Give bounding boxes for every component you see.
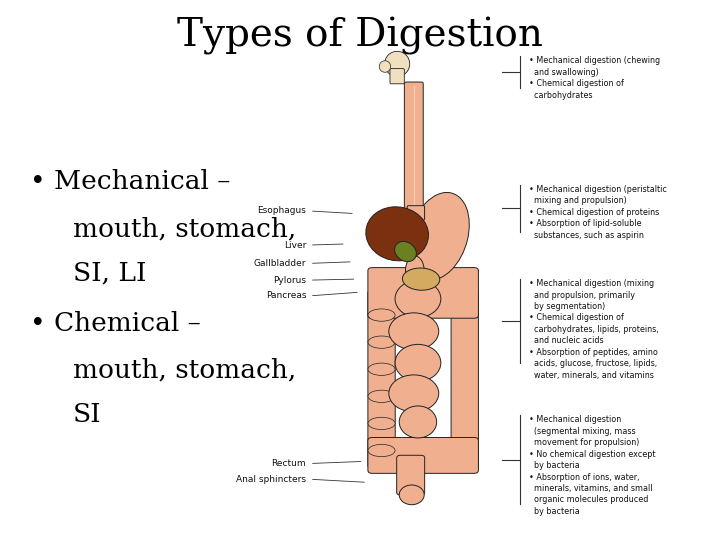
Ellipse shape — [389, 375, 438, 412]
Text: • Mechanical –: • Mechanical – — [30, 169, 230, 194]
Ellipse shape — [408, 192, 469, 280]
Ellipse shape — [368, 417, 395, 430]
Ellipse shape — [368, 336, 395, 348]
Ellipse shape — [405, 256, 424, 286]
FancyBboxPatch shape — [451, 290, 478, 468]
Text: • Chemical –: • Chemical – — [30, 310, 201, 335]
Ellipse shape — [402, 268, 440, 290]
Text: Anal sphincters: Anal sphincters — [236, 475, 306, 484]
FancyBboxPatch shape — [368, 437, 478, 474]
Ellipse shape — [384, 51, 410, 77]
Text: • Mechanical digestion (chewing
  and swallowing)
• Chemical digestion of
  carb: • Mechanical digestion (chewing and swal… — [528, 56, 660, 100]
Text: SI: SI — [73, 402, 102, 427]
Text: Rectum: Rectum — [271, 459, 306, 468]
FancyBboxPatch shape — [390, 69, 405, 84]
Text: Pylorus: Pylorus — [273, 275, 306, 285]
FancyBboxPatch shape — [368, 268, 478, 318]
FancyBboxPatch shape — [405, 82, 423, 218]
Text: mouth, stomach,: mouth, stomach, — [73, 216, 297, 241]
Text: mouth, stomach,: mouth, stomach, — [73, 357, 297, 383]
Text: SI, LI: SI, LI — [73, 261, 147, 286]
Text: • Mechanical digestion
  (segmental mixing, mass
  movement for propulsion)
• No: • Mechanical digestion (segmental mixing… — [528, 415, 655, 516]
Text: Pancreas: Pancreas — [266, 292, 306, 300]
Ellipse shape — [368, 390, 395, 402]
Ellipse shape — [395, 345, 441, 381]
Text: Gallbladder: Gallbladder — [253, 259, 306, 268]
Ellipse shape — [395, 241, 416, 261]
Ellipse shape — [368, 363, 395, 375]
Ellipse shape — [379, 61, 391, 72]
Ellipse shape — [368, 444, 395, 457]
Text: Types of Digestion: Types of Digestion — [177, 17, 543, 55]
Ellipse shape — [415, 205, 462, 268]
Text: Liver: Liver — [284, 240, 306, 249]
Ellipse shape — [395, 280, 441, 318]
Ellipse shape — [368, 309, 395, 321]
Ellipse shape — [366, 207, 428, 261]
FancyBboxPatch shape — [368, 290, 395, 468]
Ellipse shape — [399, 406, 436, 438]
Ellipse shape — [389, 313, 438, 350]
FancyBboxPatch shape — [407, 206, 425, 220]
Text: • Mechanical digestion (peristaltic
  mixing and propulsion)
• Chemical digestio: • Mechanical digestion (peristaltic mixi… — [528, 185, 667, 240]
Text: • Mechanical digestion (mixing
  and propulsion, primarily
  by segmentation)
• : • Mechanical digestion (mixing and propu… — [528, 279, 658, 380]
FancyBboxPatch shape — [397, 455, 425, 495]
Text: Esophagus: Esophagus — [257, 206, 306, 215]
Ellipse shape — [399, 485, 424, 505]
